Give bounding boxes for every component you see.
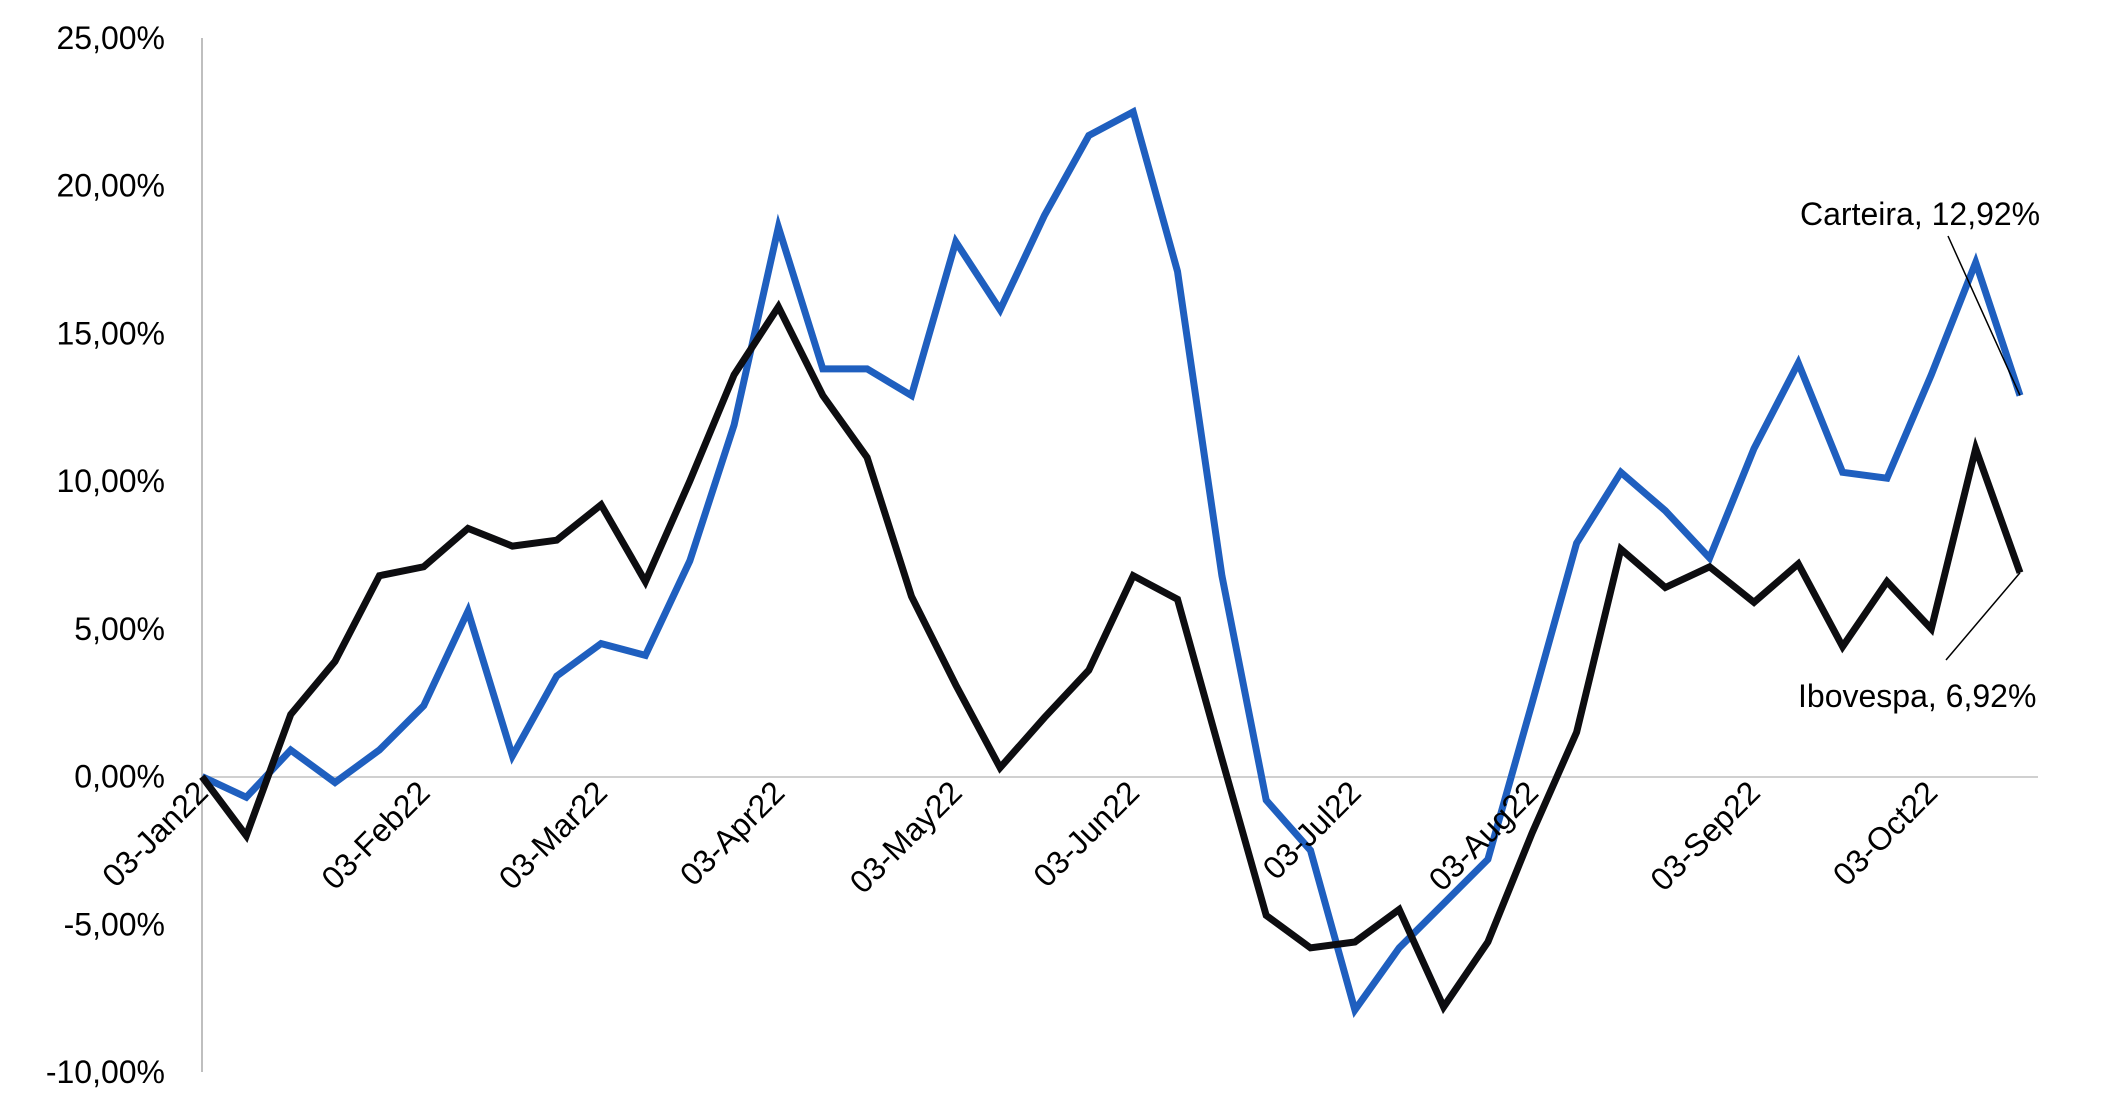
x-tick-label: 03-Jun22 <box>1026 774 1146 894</box>
y-tick-label: -5,00% <box>64 906 165 942</box>
y-tick-label: 10,00% <box>56 463 165 499</box>
x-tick-label: 03-Aug22 <box>1422 774 1546 898</box>
y-tick-label: 20,00% <box>56 168 165 204</box>
series-line-carteira <box>200 106 2024 1018</box>
series-layer <box>199 106 2024 1018</box>
x-tick-label: 03-May22 <box>843 774 969 900</box>
y-tick-labels: -10,00% -5,00% 0,00% 5,00% 10,00% 15,00% 20,00… <box>46 20 165 1090</box>
x-tick-labels: 03-Jan22 03-Feb22 03-Mar22 03-Apr22 03-May22… <box>95 774 1944 900</box>
axes <box>201 38 2038 1072</box>
y-tick-label: 15,00% <box>56 315 165 351</box>
y-tick-label: 5,00% <box>74 611 165 647</box>
x-tick-label: 03-Mar22 <box>492 774 614 896</box>
y-tick-label: -10,00% <box>46 1054 165 1090</box>
y-tick-label: 0,00% <box>74 759 165 795</box>
x-tick-label: 03-Sep22 <box>1643 774 1767 898</box>
x-tick-label: 03-Feb22 <box>314 774 436 896</box>
x-tick-label: 03-Oct22 <box>1826 774 1945 893</box>
x-tick-label: 03-Jul22 <box>1256 774 1368 886</box>
x-tick-label: 03-Apr22 <box>673 774 792 893</box>
leader-lines <box>1945 235 2021 661</box>
carteira-end-label: Carteira, 12,92% <box>1800 196 2040 232</box>
series-line-ibovespa <box>199 299 2024 1015</box>
carteira-leader-line <box>1947 235 2021 396</box>
ibovespa-leader-line <box>1945 572 2021 661</box>
y-tick-label: 25,00% <box>56 20 165 56</box>
ibovespa-end-label: Ibovespa, 6,92% <box>1798 678 2036 714</box>
